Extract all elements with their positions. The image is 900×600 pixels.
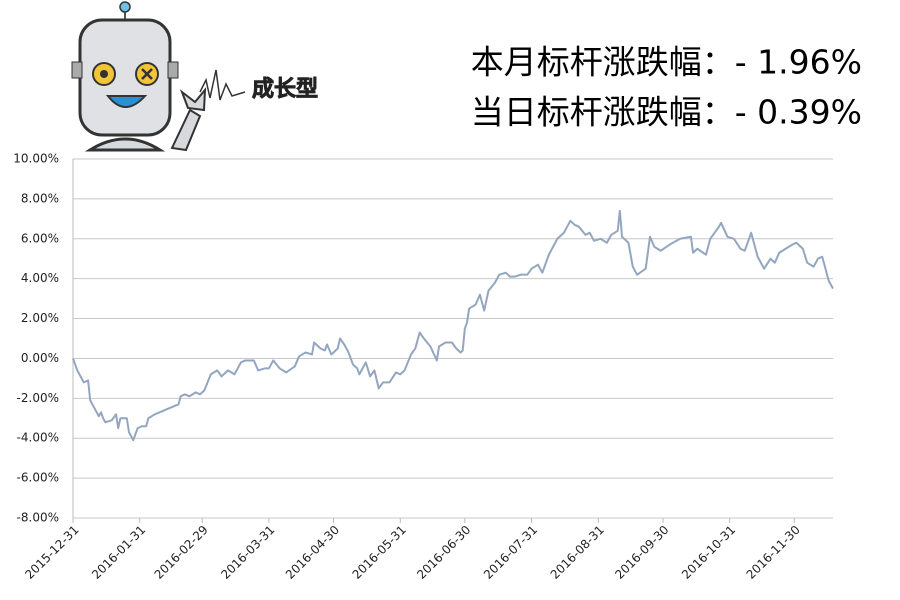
y-tick-label: 2.00% bbox=[21, 311, 59, 325]
x-tick-label: 2016-11-30 bbox=[744, 523, 803, 582]
x-tick-label: 2016-09-30 bbox=[612, 523, 671, 582]
x-tick-label: 2016-04-30 bbox=[283, 523, 342, 582]
y-tick-label: 6.00% bbox=[21, 231, 59, 245]
x-tick-label: 2016-06-30 bbox=[414, 523, 473, 582]
x-tick-label: 2016-02-29 bbox=[152, 523, 211, 582]
robot-logo: 成长型 bbox=[71, 1, 318, 152]
y-tick-label: 10.00% bbox=[13, 152, 59, 166]
y-tick-label: -4.00% bbox=[17, 431, 59, 445]
y-tick-label: -2.00% bbox=[17, 391, 59, 405]
y-tick-label: -6.00% bbox=[17, 471, 59, 485]
y-tick-label: -8.00% bbox=[17, 511, 59, 525]
day-change: 当日标杆涨跌幅：- 0.39% bbox=[471, 93, 862, 132]
x-tick-label: 2016-08-31 bbox=[548, 523, 607, 582]
x-tick-label: 2015-12-31 bbox=[22, 523, 81, 582]
y-tick-label: 8.00% bbox=[21, 191, 59, 205]
y-tick-label: 0.00% bbox=[21, 351, 59, 365]
y-tick-label: 4.00% bbox=[21, 271, 59, 285]
series-line bbox=[72, 209, 834, 442]
x-tick-label: 2016-05-31 bbox=[350, 523, 409, 582]
x-tick-label: 2016-10-31 bbox=[679, 523, 738, 582]
logo-text: 成长型 bbox=[252, 77, 318, 102]
x-tick-label: 2016-01-31 bbox=[89, 523, 148, 582]
x-tick-label: 2016-03-31 bbox=[218, 523, 277, 582]
x-tick-label: 2016-07-31 bbox=[481, 523, 540, 582]
month-change: 本月标杆涨跌幅：- 1.96% bbox=[471, 43, 862, 82]
